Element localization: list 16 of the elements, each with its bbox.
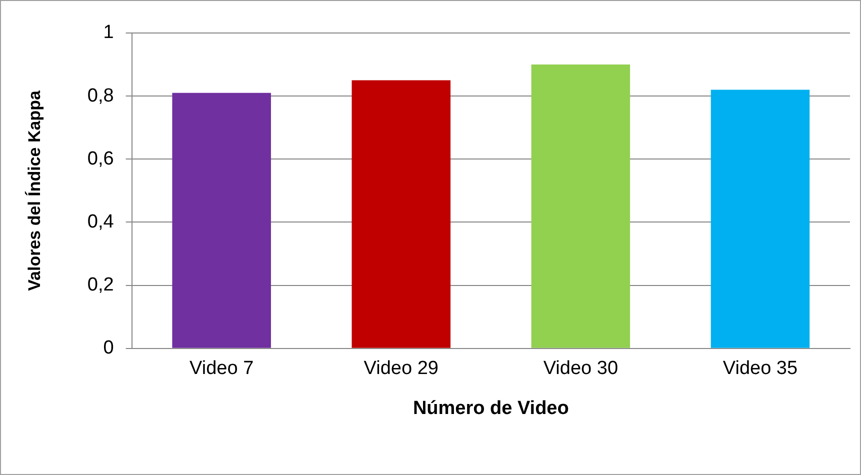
bar xyxy=(172,92,271,348)
y-tick-label: 0,4 xyxy=(87,211,114,232)
y-axis-title: Valores del Índice Kappa xyxy=(24,90,44,291)
x-axis-title: Número de Video xyxy=(412,398,569,419)
bar xyxy=(710,90,810,348)
y-tick-label: 0,2 xyxy=(87,274,114,296)
x-tick-label: Video 35 xyxy=(722,358,798,380)
bar xyxy=(352,80,451,348)
y-tick-label: 1 xyxy=(103,22,114,44)
x-tick-label: Video 30 xyxy=(543,358,618,380)
bar xyxy=(531,64,630,348)
x-tick-label: Video 29 xyxy=(364,358,438,380)
x-tick-label: Video 7 xyxy=(190,358,254,380)
y-tick-label: 0 xyxy=(103,338,114,359)
y-tick-label: 0,6 xyxy=(87,148,114,170)
y-tick-label: 0,8 xyxy=(87,85,114,106)
